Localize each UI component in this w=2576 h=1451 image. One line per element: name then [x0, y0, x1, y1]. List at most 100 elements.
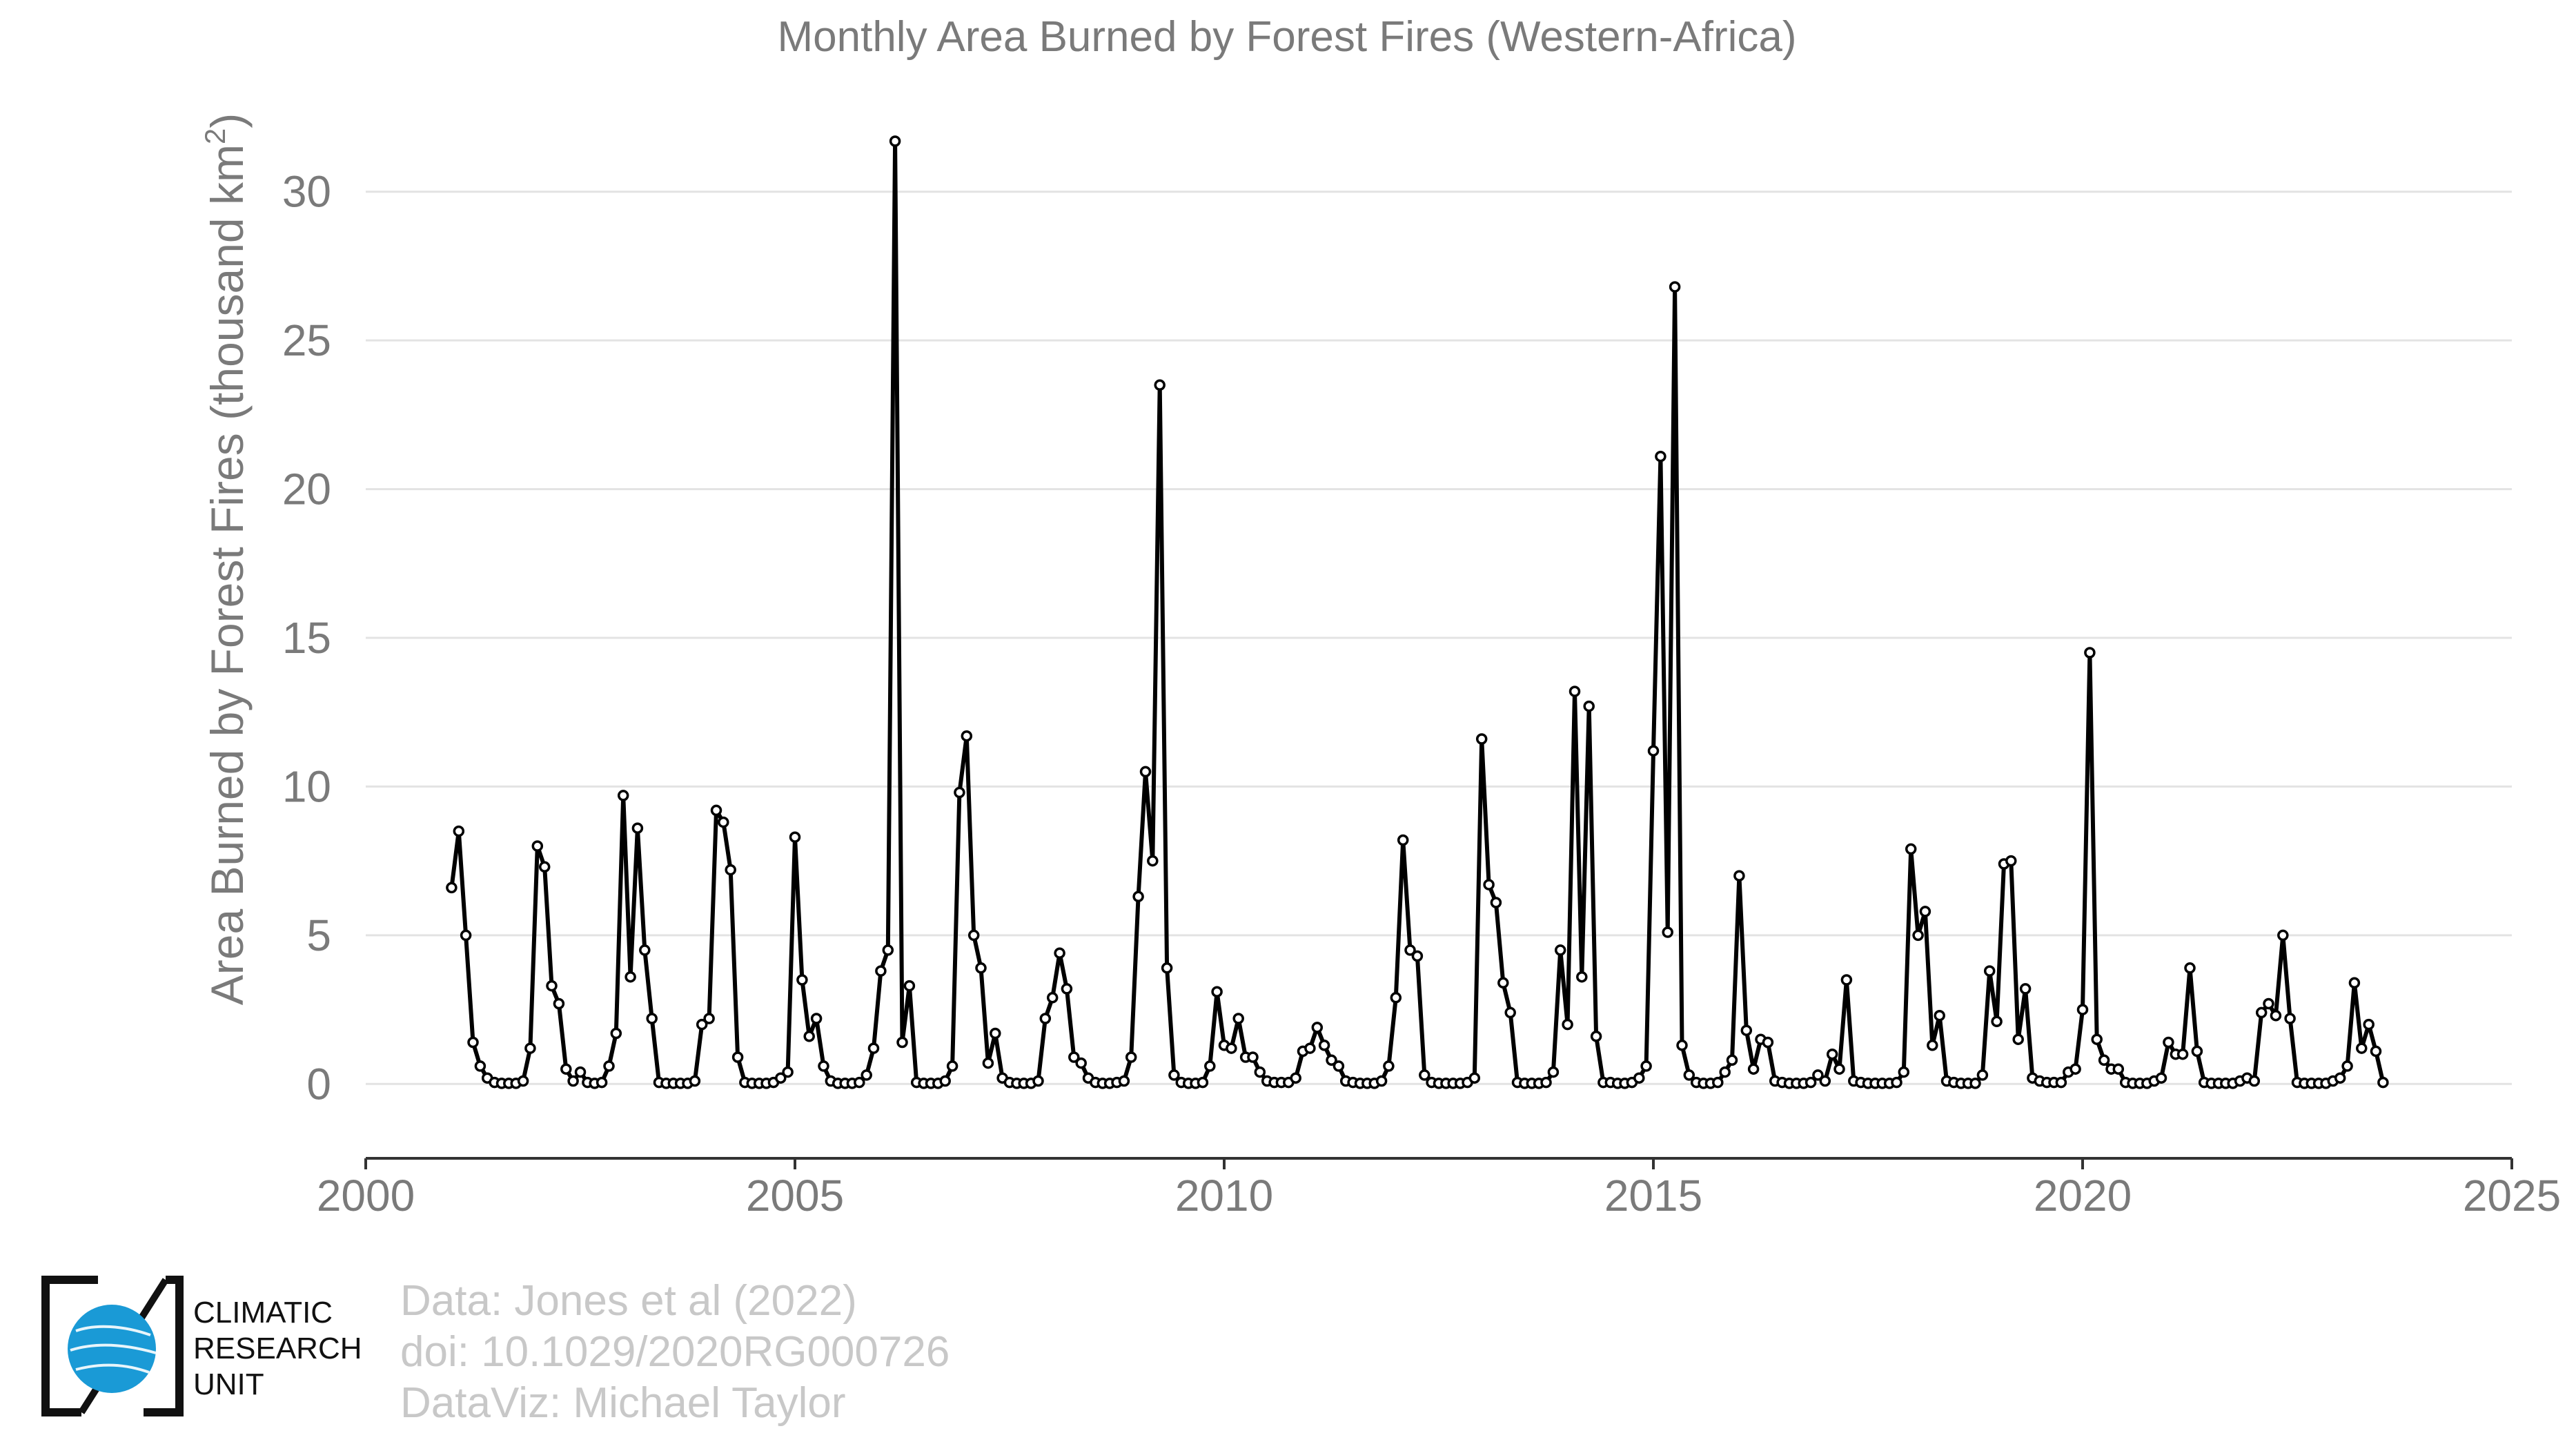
data-point [2248, 1075, 2261, 1087]
series-layer [446, 135, 2389, 1089]
x-axis-ticks: 2000 2005 2010 2015 2020 2025 [317, 1158, 2561, 1220]
data-point [1547, 1066, 1560, 1078]
data-point [2012, 1033, 2024, 1045]
data-point [1211, 986, 1223, 997]
data-point [1311, 1022, 1324, 1033]
data-point [2263, 997, 2274, 1010]
data-point [1669, 281, 1681, 293]
data-point [718, 816, 729, 828]
data-point [789, 831, 801, 843]
logo-line-1: CLIMATIC [193, 1296, 333, 1330]
data-point [574, 1066, 587, 1078]
data-point [1383, 1060, 1395, 1072]
data-point [2055, 1076, 2067, 1089]
data-point [1139, 766, 1152, 778]
data-point [2069, 1063, 2081, 1075]
data-point [1676, 1040, 1688, 1051]
data-point [1247, 1051, 1259, 1063]
x-tick-label-2015: 2015 [1604, 1171, 1702, 1220]
data-point [1326, 1054, 1337, 1067]
y-axis-ticks: 0 5 10 15 20 25 30 [282, 167, 331, 1109]
data-point [1647, 745, 1660, 757]
data-point [1375, 1075, 1388, 1087]
logo-line-2: RESEARCH [193, 1332, 362, 1365]
data-point [1733, 870, 1745, 882]
data-point [903, 980, 916, 992]
data-point [2348, 977, 2361, 989]
data-point [2363, 1018, 2375, 1031]
data-point [1969, 1078, 1981, 1089]
data-point [2277, 929, 2289, 942]
data-point [467, 1036, 479, 1049]
data-point [710, 804, 722, 817]
y-tick-label-15: 15 [282, 613, 331, 663]
data-point [603, 1060, 615, 1072]
data-point [1562, 1018, 1573, 1031]
y-tick-label-0: 0 [306, 1059, 331, 1109]
data-point [1468, 1072, 1481, 1084]
data-point [596, 1076, 608, 1089]
data-point [1390, 992, 1402, 1004]
data-point [1805, 1076, 1817, 1089]
data-point [2377, 1076, 2389, 1089]
data-point [967, 929, 980, 942]
data-point [982, 1057, 994, 1069]
y-tick-label-10: 10 [282, 761, 331, 811]
data-point [2341, 1060, 2353, 1072]
data-point [1762, 1036, 1774, 1049]
data-point [875, 965, 887, 977]
data-point [1125, 1051, 1137, 1063]
data-point [1726, 1054, 1738, 1067]
x-tick-label-2000: 2000 [317, 1171, 415, 1220]
y-axis-label-superscript: 2 [199, 128, 231, 144]
data-point [861, 1069, 872, 1081]
series-line-0 [449, 139, 2386, 1086]
data-point [531, 840, 544, 852]
data-point [889, 135, 901, 147]
data-point [2112, 1063, 2125, 1075]
data-point [1475, 733, 1488, 745]
data-point [1411, 950, 1424, 962]
y-tick-label-30: 30 [282, 167, 331, 217]
data-point [538, 861, 551, 873]
data-point [2163, 1036, 2174, 1049]
globe-icon [41, 1276, 184, 1416]
data-point [1397, 834, 1409, 846]
data-point [1147, 855, 1159, 867]
data-point [567, 1075, 579, 1087]
data-point [2255, 1006, 2268, 1019]
data-point [1483, 879, 1495, 890]
data-point [1204, 1060, 1216, 1072]
data-point [2356, 1042, 2368, 1054]
data-point [1497, 977, 1509, 989]
y-tick-label-20: 20 [282, 465, 331, 514]
data-point [1046, 992, 1059, 1004]
data-point [1061, 983, 1073, 995]
data-point [2076, 1004, 2089, 1015]
data-point [474, 1060, 486, 1072]
y-tick-label-5: 5 [306, 910, 331, 960]
data-point [782, 1066, 794, 1078]
data-point [460, 929, 472, 942]
data-point [689, 1075, 701, 1087]
data-point [1161, 962, 1173, 974]
data-point [867, 1042, 880, 1054]
y-tick-label-25: 25 [282, 315, 331, 365]
data-point [1819, 1075, 1831, 1087]
data-point [1891, 1076, 1902, 1089]
data-point [1404, 944, 1416, 956]
x-tick-label-2020: 2020 [2034, 1171, 2132, 1220]
data-point [796, 974, 808, 986]
data-point [882, 944, 894, 956]
y-axis-label-main: Area Burned by Forest Fires (thousand km [201, 144, 253, 1005]
data-point [2155, 1072, 2167, 1084]
data-point [1934, 1009, 1945, 1022]
data-point [1983, 965, 1996, 977]
credit-dataviz: DataViz: Michael Taylor [400, 1379, 846, 1427]
data-point [2334, 1072, 2346, 1084]
data-point [775, 1072, 787, 1084]
y-axis-label: Area Burned by Forest Fires (thousand km… [199, 113, 253, 1006]
gridlines [366, 191, 2512, 1085]
data-point [2019, 983, 2032, 995]
